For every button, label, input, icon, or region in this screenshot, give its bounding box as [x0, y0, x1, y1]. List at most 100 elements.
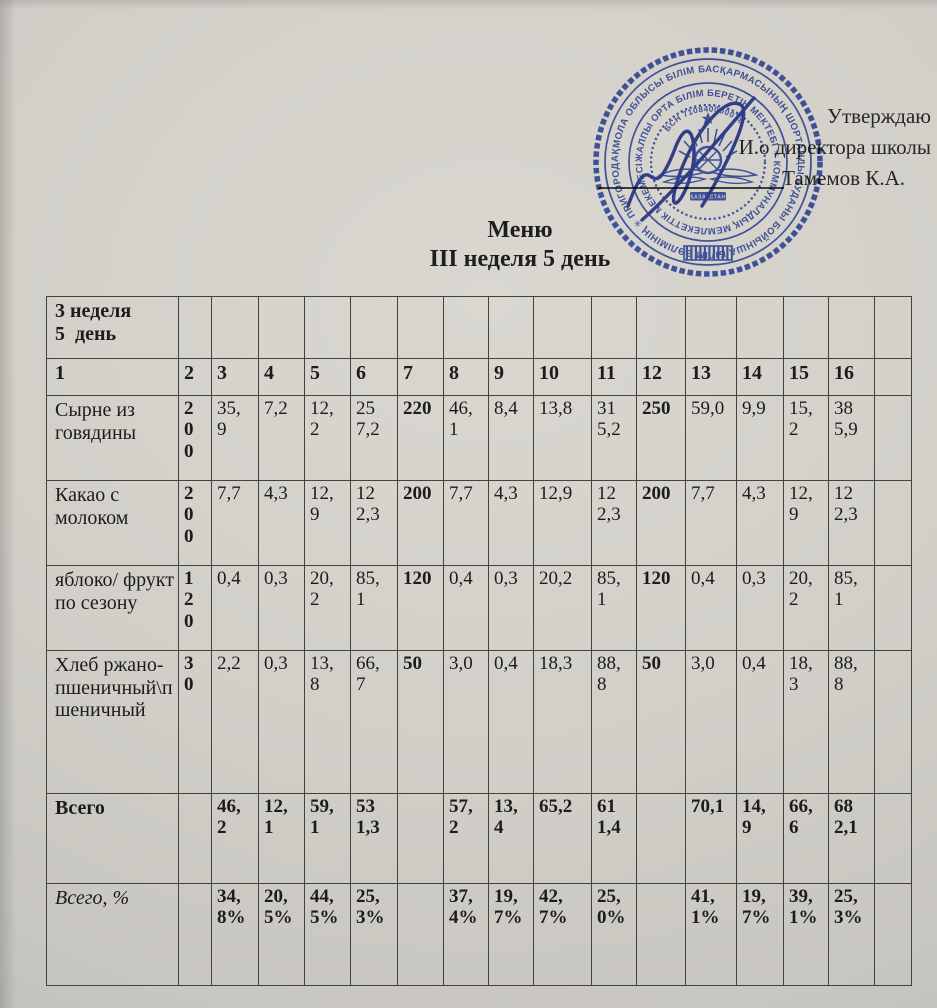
document-title: Меню III неделя 5 день — [320, 216, 720, 274]
title-week-day: III неделя 5 день — [429, 246, 611, 272]
empty-header-cell — [178, 296, 212, 359]
value-cell: 120 — [178, 565, 212, 651]
row-label: Какао с молоком — [46, 480, 179, 566]
value-cell: 59,0 — [685, 395, 737, 481]
value-cell: 9,9 — [736, 395, 784, 481]
value-cell: 250 — [636, 395, 686, 481]
value-cell: 20,2 — [533, 565, 592, 651]
value-cell — [874, 793, 912, 884]
empty-header-cell — [783, 296, 829, 359]
empty-header-cell — [488, 296, 534, 359]
empty-header-cell — [443, 296, 489, 359]
table-row: яблоко/ фрукт по сезону 120 0,4 0,3 20,2 85,1… — [46, 565, 912, 651]
value-cell: 13,4 — [488, 793, 534, 884]
value-cell: 200 — [397, 480, 444, 566]
empty-header-cell — [636, 296, 686, 359]
value-cell: 85,1 — [591, 565, 637, 651]
value-cell: 0,4 — [685, 565, 737, 651]
value-cell: 0,3 — [488, 565, 534, 651]
empty-header-cell — [350, 296, 398, 359]
value-cell — [397, 793, 444, 884]
table-row-column-numbers: 1 2 3 4 5 6 7 8 9 10 11 12 13 14 15 16 — [46, 358, 912, 396]
value-cell: 385,9 — [828, 395, 875, 481]
empty-header-cell — [533, 296, 592, 359]
value-cell: 35,9 — [211, 395, 259, 481]
value-cell: 0,4 — [443, 565, 489, 651]
empty-header-cell — [874, 296, 912, 359]
value-cell: 0,4 — [736, 650, 784, 794]
value-cell: 4,3 — [488, 480, 534, 566]
value-cell: 7,7 — [443, 480, 489, 566]
value-cell: 59,1 — [304, 793, 351, 884]
menu-table-body: 3 неделя 5 день 1 2 3 4 5 6 7 8 9 10 11 12 13 14 15 16 Сыр… — [46, 296, 912, 986]
value-cell: 12,9 — [533, 480, 592, 566]
value-cell: 120 — [397, 565, 444, 651]
value-cell: 7,7 — [685, 480, 737, 566]
value-cell: 14,9 — [736, 793, 784, 884]
value-cell: 220 — [397, 395, 444, 481]
row-label: Сырне из говядины — [46, 395, 179, 481]
table-row: Всего 46,2 12,1 59,1 531,3 57,2 13,4 65,2 611,4 7… — [46, 793, 912, 884]
value-cell: 531,3 — [350, 793, 398, 884]
value-cell — [636, 883, 686, 986]
column-number-cell: 3 — [211, 358, 259, 396]
value-cell: 0,4 — [211, 565, 259, 651]
empty-header-cell — [685, 296, 737, 359]
value-cell: 39,1% — [783, 883, 829, 986]
value-cell: 88,8 — [828, 650, 875, 794]
value-cell: 19,7% — [736, 883, 784, 986]
value-cell: 611,4 — [591, 793, 637, 884]
approval-line-director: И.о директора школы — [738, 135, 931, 159]
table-row: Всего, % 34,8% 20,5% 44,5% 25,3% 37,4% 19,7% 42… — [46, 883, 912, 986]
value-cell: 66,6 — [783, 793, 829, 884]
empty-header-cell — [828, 296, 875, 359]
value-cell: 20,2 — [304, 565, 351, 651]
row-label: Хлеб ржано-пшеничный\пшеничный — [46, 650, 179, 794]
value-cell: 122,3 — [350, 480, 398, 566]
school-stamp: АҚМОЛА ОБЛЫСЫ БІЛІМ БАСҚАРМАСЫНЫҢ ШОРТАН… — [593, 47, 823, 277]
corner-cell: 3 неделя 5 день — [46, 296, 179, 359]
value-cell: 88,8 — [591, 650, 637, 794]
column-number-cell: 14 — [736, 358, 784, 396]
value-cell: 50 — [397, 650, 444, 794]
column-number-cell: 6 — [350, 358, 398, 396]
value-cell: 8,4 — [488, 395, 534, 481]
value-cell — [178, 883, 212, 986]
value-cell: 25,0% — [591, 883, 637, 986]
menu-table: 3 неделя 5 день 1 2 3 4 5 6 7 8 9 10 11 12 13 14 15 16 Сыр… — [46, 296, 912, 986]
value-cell: 66,7 — [350, 650, 398, 794]
value-cell: 65,2 — [533, 793, 592, 884]
column-number-cell: 10 — [533, 358, 592, 396]
value-cell: 70,1 — [685, 793, 737, 884]
value-cell: 122,3 — [591, 480, 637, 566]
value-cell: 13,8 — [304, 650, 351, 794]
empty-header-cell — [397, 296, 444, 359]
value-cell: 122,3 — [828, 480, 875, 566]
value-cell: 85,1 — [350, 565, 398, 651]
value-cell: 25,3% — [350, 883, 398, 986]
row-label: Всего, % — [46, 883, 179, 986]
stamp-rings — [593, 47, 823, 277]
value-cell — [874, 650, 912, 794]
value-cell: 12,1 — [258, 793, 305, 884]
column-number-cell: 7 — [397, 358, 444, 396]
value-cell: 13,8 — [533, 395, 592, 481]
value-cell: 12,2 — [304, 395, 351, 481]
value-cell: 120 — [636, 565, 686, 651]
value-cell — [874, 480, 912, 566]
table-row: Сырне из говядины 200 35,9 7,2 12,2 257,2 220 4… — [46, 395, 912, 481]
value-cell: 18,3 — [783, 650, 829, 794]
column-number-cell: 11 — [591, 358, 637, 396]
row-label: яблоко/ фрукт по сезону — [46, 565, 179, 651]
value-cell: 0,3 — [258, 650, 305, 794]
value-cell: 25,3% — [828, 883, 875, 986]
value-cell: 7,2 — [258, 395, 305, 481]
column-number-cell: 2 — [178, 358, 212, 396]
value-cell: 3,0 — [443, 650, 489, 794]
signature-line — [598, 187, 784, 189]
value-cell — [874, 883, 912, 986]
empty-header-cell — [591, 296, 637, 359]
value-cell: 12,9 — [304, 480, 351, 566]
value-cell: 682,1 — [828, 793, 875, 884]
value-cell: 37,4% — [443, 883, 489, 986]
